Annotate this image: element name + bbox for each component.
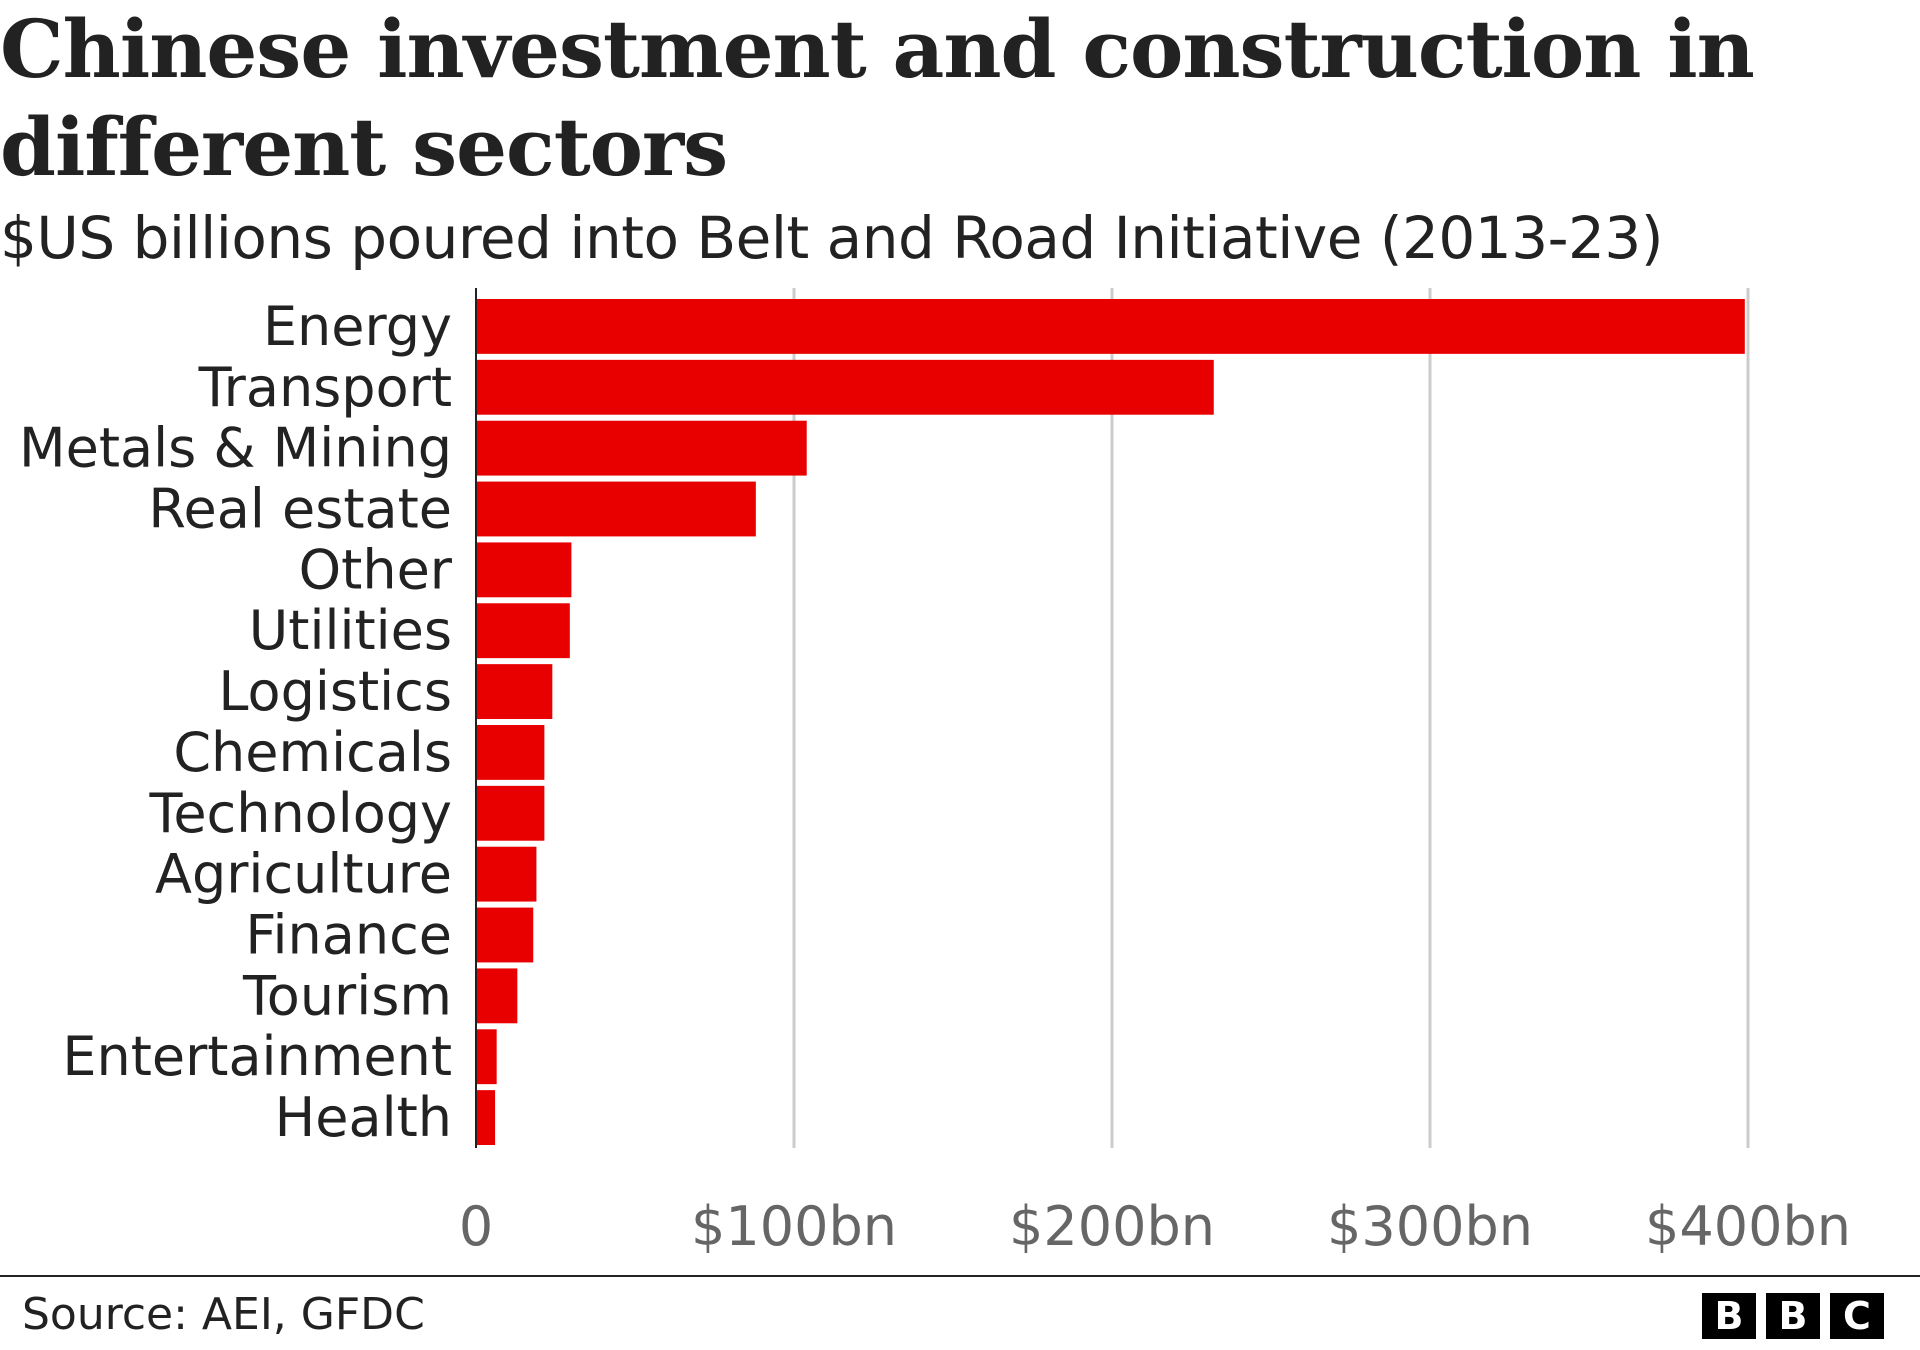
bbc-logo: B B C [1702,1293,1884,1339]
chart-subtitle: $US billions poured into Belt and Road I… [0,204,1663,272]
x-tick-label: $400bn [1645,1195,1851,1258]
bbc-logo-letter: B [1766,1293,1820,1339]
category-label: Real estate [148,478,452,541]
category-label: Other [299,538,453,601]
category-label: Entertainment [62,1025,452,1088]
bar-agriculture [476,846,537,902]
footer-divider [0,1275,1920,1277]
bbc-logo-letter: B [1702,1293,1756,1339]
bar-chemicals [476,725,545,780]
chart-title: Chinese investment and construction in d… [0,2,1755,194]
bar-metals-mining [476,420,807,476]
x-tick-label: $200bn [1009,1195,1215,1258]
bar-utilities [476,603,570,659]
x-tick-label: $300bn [1327,1195,1533,1258]
category-label: Metals & Mining [19,417,452,480]
category-label: Utilities [249,599,452,662]
bar-other [476,542,572,598]
category-label: Health [275,1086,452,1149]
category-label: Finance [245,904,452,967]
bar-entertainment [476,1029,497,1085]
category-label: Chemicals [173,721,452,784]
x-tick-label: 0 [459,1195,493,1258]
source-note: Source: AEI, GFDC [22,1289,425,1340]
bar-technology [476,785,545,841]
bar-tourism [476,968,518,1024]
grid-lines [792,288,1750,1148]
bar-real-estate [476,481,756,537]
category-label: Logistics [218,660,452,723]
category-label: Agriculture [155,843,452,906]
x-tick-labels: 0 $100bn $200bn $300bn $400bn [459,1195,1851,1258]
bar-energy [476,299,1745,354]
bars [476,299,1745,1145]
bbc-logo-letter: C [1830,1293,1884,1339]
x-tick-label: $100bn [691,1195,897,1258]
bar-finance [476,907,534,963]
category-label: Transport [198,356,452,419]
category-label: Energy [263,295,452,358]
category-label: Technology [149,782,452,845]
category-label: Tourism [242,964,452,1027]
bar-logistics [476,664,553,719]
bar-health [476,1090,496,1145]
bar-transport [476,359,1214,415]
